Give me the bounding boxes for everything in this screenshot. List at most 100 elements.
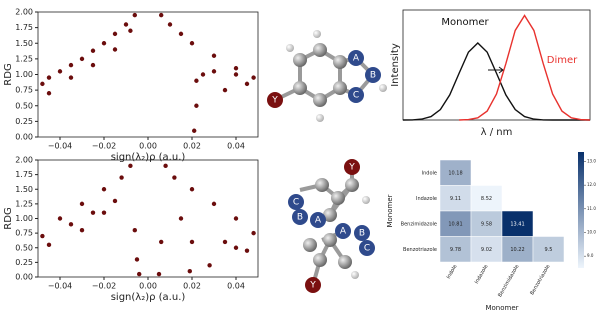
point — [192, 129, 196, 133]
point — [58, 69, 62, 73]
x-tick-label: Benzotriazole — [529, 264, 551, 296]
x-tick-label: −0.02 — [92, 142, 117, 151]
cell-label: 10.22 — [510, 247, 524, 253]
colorbar — [578, 152, 584, 268]
point — [113, 32, 117, 36]
y-axis-label: Monomer — [386, 194, 394, 227]
ring-label: A — [340, 227, 347, 237]
cell-label: 9.78 — [450, 247, 461, 253]
point — [234, 66, 238, 70]
y-tick-label: 0.75 — [15, 229, 33, 238]
point — [47, 75, 51, 79]
point — [69, 63, 73, 67]
point — [159, 13, 163, 17]
y-tick-label: Benzimidazole — [401, 221, 437, 227]
point — [58, 216, 62, 220]
point — [212, 54, 216, 58]
point — [223, 88, 227, 92]
y-tick-label: 0.00 — [15, 133, 33, 142]
series-line — [459, 16, 590, 121]
cell-label: 9.58 — [481, 221, 492, 227]
x-axis-label: Monomer — [485, 304, 518, 312]
point — [157, 272, 161, 276]
point — [47, 91, 51, 95]
point — [133, 228, 137, 232]
y-tick-label: 1.50 — [15, 39, 33, 48]
ring-label: C — [293, 198, 299, 208]
point — [168, 22, 172, 26]
ring-label: A — [315, 216, 322, 226]
point — [69, 75, 73, 79]
ring-label: B — [370, 71, 376, 81]
point — [91, 49, 95, 53]
x-tick-label: 0.02 — [183, 142, 201, 151]
y-tick-label: 1.50 — [15, 185, 33, 194]
point — [245, 248, 249, 252]
point — [212, 69, 216, 73]
colorbar-label: 10.0 — [587, 229, 596, 234]
y-tick-label: 0.50 — [15, 243, 33, 252]
point — [40, 234, 44, 238]
ring-label: B — [297, 213, 303, 223]
x-tick-label: 0.00 — [139, 282, 157, 291]
figure: A B C Y C B A Y A B C Y −0.04 −0.02 0.00 0.… — [0, 0, 597, 313]
point — [40, 82, 44, 86]
series-label: Dimer — [547, 55, 578, 66]
cell-label: 9.11 — [450, 196, 461, 202]
colorbar-label: 11.0 — [587, 206, 596, 211]
x-tick-label: Benzimidazole — [497, 264, 520, 298]
point — [245, 82, 249, 86]
y-tick-label: 0.75 — [15, 86, 33, 95]
y-tick-label: 1.25 — [15, 199, 33, 208]
point — [119, 175, 123, 179]
point — [124, 22, 128, 26]
point — [223, 240, 227, 244]
cell-label: 13.41 — [510, 221, 524, 227]
cell-label: 9.5 — [545, 247, 553, 253]
point — [91, 63, 95, 67]
point — [190, 240, 194, 244]
x-axis-label: sign(λ₂)ρ (a.u.) — [111, 292, 186, 303]
point — [113, 47, 117, 51]
point — [194, 104, 198, 108]
y-tick-label: 0.25 — [15, 258, 33, 267]
point — [80, 228, 84, 232]
cell-label: 9.02 — [481, 247, 492, 253]
plot-frame — [38, 160, 258, 277]
ring-label: C — [364, 244, 370, 254]
colorbar-label: 9.0 — [587, 253, 594, 258]
y-tick-label: 2.00 — [15, 156, 33, 165]
point — [234, 246, 238, 250]
x-axis-label: λ / nm — [481, 127, 513, 138]
point — [135, 257, 139, 261]
point — [190, 187, 194, 191]
y-tick-label: 1.00 — [15, 214, 33, 223]
point — [234, 72, 238, 76]
y-tick-label: 1.25 — [15, 54, 33, 63]
x-tick-label: 0.04 — [227, 142, 245, 151]
series-label: Monomer — [441, 17, 489, 28]
ring-label: B — [359, 229, 365, 239]
point — [80, 202, 84, 206]
substituent-label: Y — [348, 163, 355, 173]
point — [102, 41, 106, 45]
y-tick-label: 2.00 — [15, 8, 33, 17]
point — [102, 187, 106, 191]
point — [251, 231, 255, 235]
point — [137, 272, 141, 276]
point — [201, 72, 205, 76]
y-axis-label: RDG — [3, 63, 14, 85]
molecule-1: A B C Y — [267, 30, 387, 122]
y-tick-label: Indole — [422, 170, 437, 176]
y-tick-label: 1.00 — [15, 70, 33, 79]
substituent-label: Y — [309, 281, 316, 291]
x-tick-label: 0.02 — [183, 282, 201, 291]
y-axis-label: RDG — [3, 207, 14, 229]
point — [234, 216, 238, 220]
y-axis-label: Intensity — [390, 43, 401, 87]
y-tick-label: 0.25 — [15, 117, 33, 126]
x-tick-label: −0.04 — [48, 142, 73, 151]
y-tick-label: Indazole — [416, 196, 437, 202]
point — [128, 164, 132, 168]
y-tick-label: 0.50 — [15, 101, 33, 110]
